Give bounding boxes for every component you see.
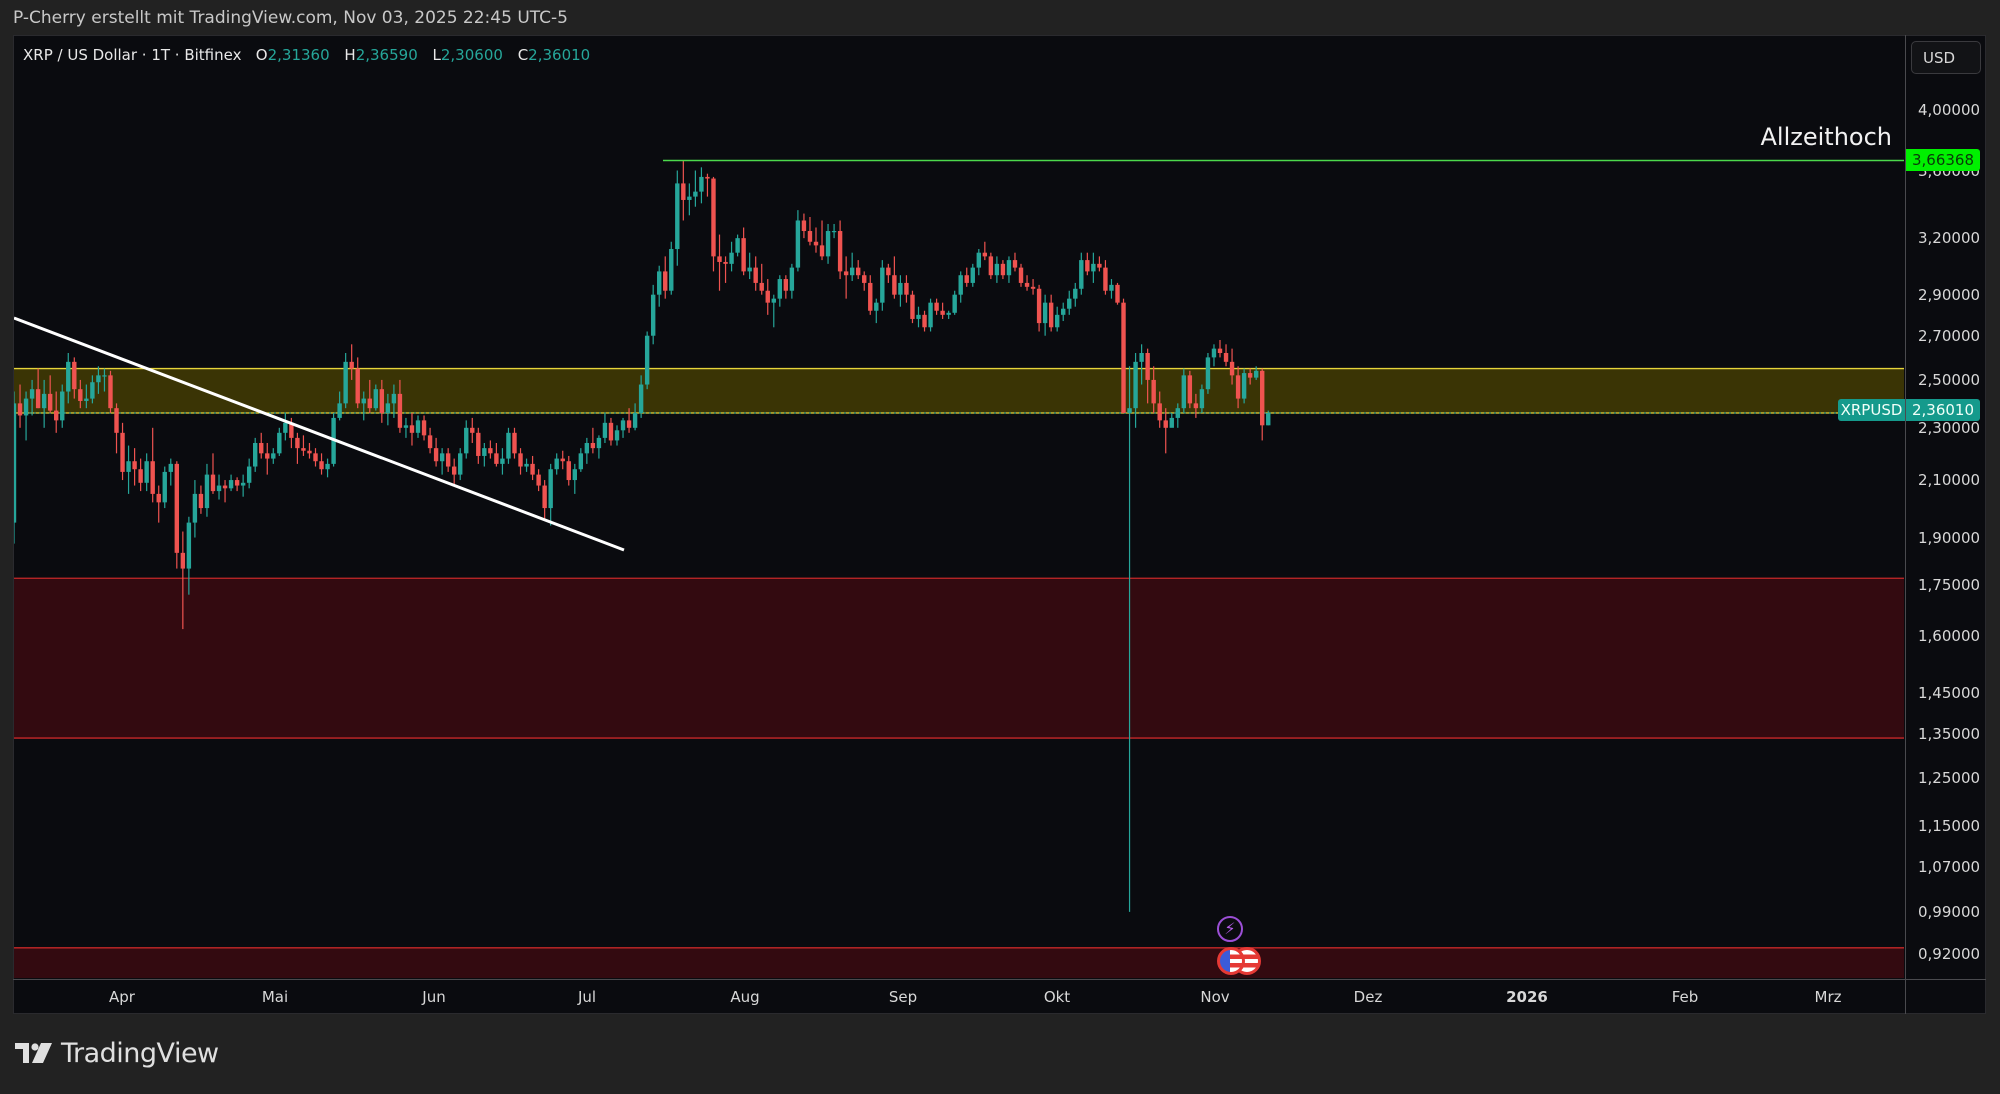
time-tick: Nov [1200,988,1230,1006]
price-tick: 2,30000 [1918,418,1981,437]
yellow-support-zone [14,368,1904,414]
price-tick: 1,35000 [1918,724,1981,743]
time-tick: Aug [730,988,760,1006]
last-price-badge: 2,36010 [1906,399,1980,421]
price-tick: 1,45000 [1918,683,1981,702]
lightning-event-icon[interactable]: ⚡ [1217,916,1243,942]
chart-panel[interactable] [13,35,1986,1014]
price-tick: 2,50000 [1918,370,1981,389]
red-demand-zone [14,578,1904,739]
time-tick: 2026 [1506,988,1548,1006]
time-tick: Feb [1671,988,1699,1006]
price-tick: 2,10000 [1918,471,1981,490]
high-label: H [344,46,356,64]
high-value: 2,36590 [355,46,418,64]
tradingview-logo[interactable]: TradingView [15,1038,219,1069]
ath-price-badge: 3,66368 [1906,149,1980,171]
time-tick: Mai [261,988,289,1006]
close-label: C [517,46,529,64]
price-tick: 1,75000 [1918,575,1981,594]
low-value: 2,30600 [440,46,503,64]
close-value: 2,36010 [528,46,591,64]
price-axis-divider [1905,35,1906,1014]
price-tick: 1,25000 [1918,769,1981,787]
price-tick: 2,70000 [1918,326,1981,345]
us-flag-event-icon[interactable] [1217,947,1245,975]
red-lower-zone [14,947,1904,978]
open-value: 2,31360 [267,46,330,64]
symbol-legend: XRP / US Dollar · 1T · Bitfinex O2,31360… [23,46,600,64]
time-tick: Mrz [1814,988,1842,1006]
symbol-title[interactable]: XRP / US Dollar · 1T · Bitfinex [23,46,242,64]
price-tick: 2,90000 [1918,285,1981,304]
price-tick: 0,99000 [1918,902,1981,921]
price-tick: 1,07000 [1918,858,1981,877]
chart-credit: P-Cherry erstellt mit TradingView.com, N… [13,8,568,28]
price-tick: 1,90000 [1918,528,1981,547]
time-tick: Dez [1353,988,1383,1006]
price-tick: 1,60000 [1918,627,1981,646]
open-label: O [255,46,268,64]
low-label: L [432,46,441,64]
all-time-high-annotation[interactable]: Allzeithoch [1760,123,1893,151]
time-axis-divider [13,979,1986,980]
time-tick: Okt [1043,988,1071,1006]
currency-button[interactable]: USD [1911,41,1981,74]
symbol-price-badge: XRPUSD [1838,399,1905,421]
time-tick: Jun [422,988,446,1006]
time-tick: Jul [577,988,597,1006]
time-tick: Apr [109,988,135,1006]
time-tick: Sep [888,988,918,1006]
price-tick: 3,20000 [1918,229,1981,248]
price-tick: 1,15000 [1918,816,1981,835]
footer-brand: TradingView [61,1038,219,1069]
price-tick: 4,00000 [1918,101,1981,119]
price-tick: 0,92000 [1918,945,1981,964]
trendline [14,316,625,552]
tradingview-logo-icon [15,1042,52,1063]
